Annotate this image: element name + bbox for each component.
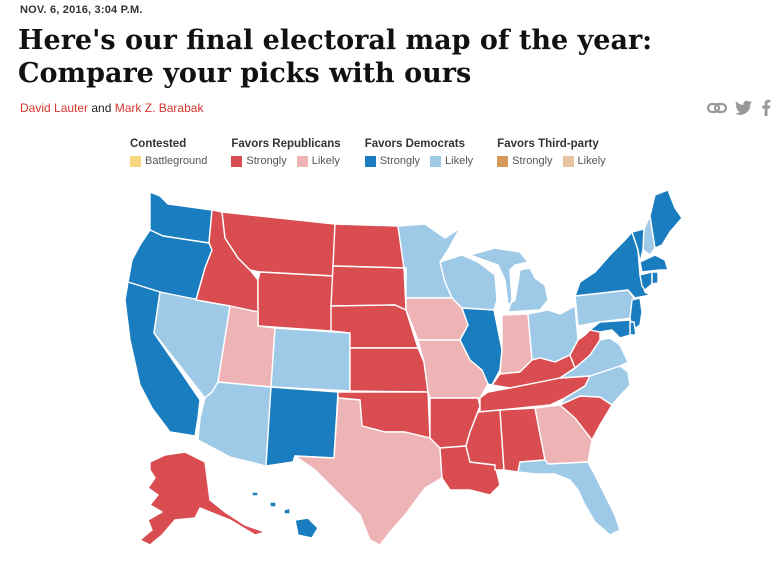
author-link-1[interactable]: David Lauter xyxy=(20,101,89,115)
legend-label: Likely xyxy=(311,155,340,167)
legend-item-rep-strong: Strongly xyxy=(231,155,287,167)
legend-title: Favors Republicans xyxy=(231,138,341,150)
state-connecticut[interactable] xyxy=(639,271,653,291)
legend-title: Favors Third-party xyxy=(497,138,599,150)
legend-item-dem-likely: Likely xyxy=(430,155,473,167)
state-rhode-island[interactable] xyxy=(651,271,659,285)
state-florida[interactable] xyxy=(517,459,621,536)
legend-label: Likely xyxy=(577,155,606,167)
share-bar xyxy=(707,99,771,116)
state-wyoming[interactable] xyxy=(257,271,334,332)
legend-item-rep-likely: Likely xyxy=(296,155,340,167)
state-wisconsin[interactable] xyxy=(439,254,498,311)
legend-swatch xyxy=(562,155,574,167)
legend-item-battleground: Battleground xyxy=(130,155,207,167)
legend-item-third-likely: Likely xyxy=(562,155,606,167)
legend-item-third-strong: Strongly xyxy=(497,155,553,167)
legend-group-third-party: Favors Third-party Strongly Likely xyxy=(497,138,606,167)
state-north-carolina[interactable] xyxy=(559,365,631,406)
state-new-hampshire[interactable] xyxy=(642,215,656,256)
state-massachusetts[interactable] xyxy=(639,254,669,273)
twitter-icon[interactable] xyxy=(735,100,753,115)
legend-title: Favors Democrats xyxy=(364,138,466,150)
legend-swatch xyxy=(296,155,308,167)
legend-swatch xyxy=(364,155,376,167)
state-alaska[interactable] xyxy=(139,451,266,546)
headline: Here's our final electoral map of the ye… xyxy=(18,25,653,89)
state-maryland[interactable] xyxy=(589,319,631,339)
state-kansas[interactable] xyxy=(349,347,429,393)
state-south-dakota[interactable] xyxy=(330,265,407,311)
legend-group-republicans: Favors Republicans Strongly Likely xyxy=(231,138,341,167)
state-texas[interactable] xyxy=(294,397,443,546)
byline-connector: and xyxy=(88,101,115,115)
byline: David Lauter and Mark Z. Barabak xyxy=(20,101,203,115)
author-link-2[interactable]: Mark Z. Barabak xyxy=(114,101,204,115)
legend-group-contested: Contested Battleground xyxy=(130,138,207,167)
state-maine[interactable] xyxy=(649,189,683,249)
state-vermont[interactable] xyxy=(631,228,645,263)
state-arizona[interactable] xyxy=(197,381,272,467)
link-icon[interactable] xyxy=(707,101,727,115)
map-legend: Contested Battleground Favors Republican… xyxy=(130,138,630,167)
state-hawaii[interactable] xyxy=(251,491,319,539)
state-illinois[interactable] xyxy=(459,307,503,386)
legend-label: Strongly xyxy=(246,155,287,167)
facebook-icon[interactable] xyxy=(761,99,771,116)
state-michigan[interactable] xyxy=(469,247,549,313)
legend-swatch xyxy=(430,155,442,167)
legend-label: Strongly xyxy=(512,155,553,167)
legend-label: Likely xyxy=(445,155,474,167)
legend-item-dem-strong: Strongly xyxy=(364,155,421,167)
legend-label: Strongly xyxy=(379,155,421,167)
state-colorado[interactable] xyxy=(270,327,351,392)
legend-title: Contested xyxy=(130,138,187,150)
us-electoral-map xyxy=(124,189,683,546)
state-north-dakota[interactable] xyxy=(332,223,405,269)
legend-swatch xyxy=(130,155,141,167)
dateline: NOV. 6, 2016, 3:04 P.M. xyxy=(20,4,143,16)
state-new-mexico[interactable] xyxy=(265,386,339,467)
legend-label: Battleground xyxy=(145,155,208,167)
legend-swatch xyxy=(231,155,243,167)
legend-swatch xyxy=(497,155,509,167)
legend-group-democrats: Favors Democrats Strongly Likely xyxy=(364,138,473,167)
